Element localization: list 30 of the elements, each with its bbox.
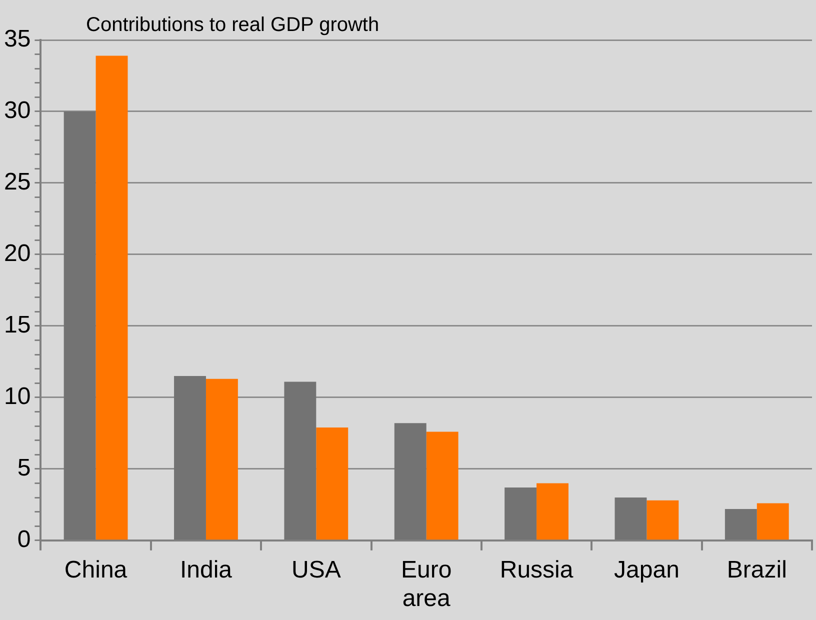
bar [174,376,206,540]
x-tick-label: India [180,556,233,584]
bar [426,432,458,540]
y-tick-label: 0 [17,526,31,554]
x-tick-label: Japan [614,556,680,584]
bar [394,423,426,540]
y-tick-label: 30 [4,97,31,124]
bar [536,483,568,540]
bar [724,508,757,540]
y-tick-label: 10 [4,383,31,410]
x-tick-label: USA [291,556,341,584]
y-tick-label: 35 [4,26,31,53]
bar [646,500,679,540]
bar [504,488,537,540]
bar [614,498,647,540]
y-tick-label: 20 [4,240,31,268]
bar [96,56,128,540]
bar [64,111,96,540]
x-tick-label: China [64,556,128,584]
y-tick-label: 25 [4,168,31,196]
y-tick-label: 5 [17,454,31,482]
chart-title: Contributions to real GDP growth [86,14,380,37]
x-tick-label: Euro area [400,556,452,612]
x-tick-label: Russia [500,556,574,584]
bar [284,382,316,540]
x-tick-label: Brazil [726,556,787,584]
y-tick-label: 15 [4,312,31,339]
bar [756,503,789,540]
bar [206,378,238,540]
bar [316,427,348,540]
